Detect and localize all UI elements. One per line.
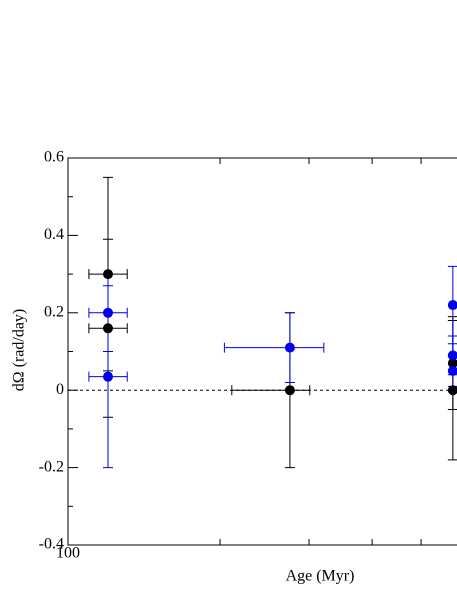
data-point (102, 323, 113, 334)
x-axis-label: Age (Myr) (286, 568, 355, 585)
x-tick-label: 100 (56, 545, 80, 562)
data-point (284, 342, 295, 353)
data-point (102, 269, 113, 280)
data-point (447, 385, 457, 396)
data-point (102, 371, 113, 382)
x-error-bar (231, 385, 311, 396)
x-error-bar (223, 342, 325, 353)
y-tick-label: 0.6 (44, 149, 64, 166)
y-tick-label: -0.4 (39, 536, 64, 553)
y-tick-label: 0.2 (44, 303, 64, 320)
y-axis-label: dΩ (rad/day) (11, 309, 28, 392)
data-point (447, 358, 457, 369)
data-point (447, 300, 457, 311)
y-tick-label: 0 (56, 381, 64, 398)
y-tick-label: -0.2 (39, 458, 64, 475)
data-point (447, 350, 457, 361)
data-point (284, 385, 295, 396)
data-point (447, 365, 457, 376)
axis-frame (67, 157, 457, 546)
y-tick-label: 0.4 (44, 226, 64, 243)
data-point (102, 307, 113, 318)
